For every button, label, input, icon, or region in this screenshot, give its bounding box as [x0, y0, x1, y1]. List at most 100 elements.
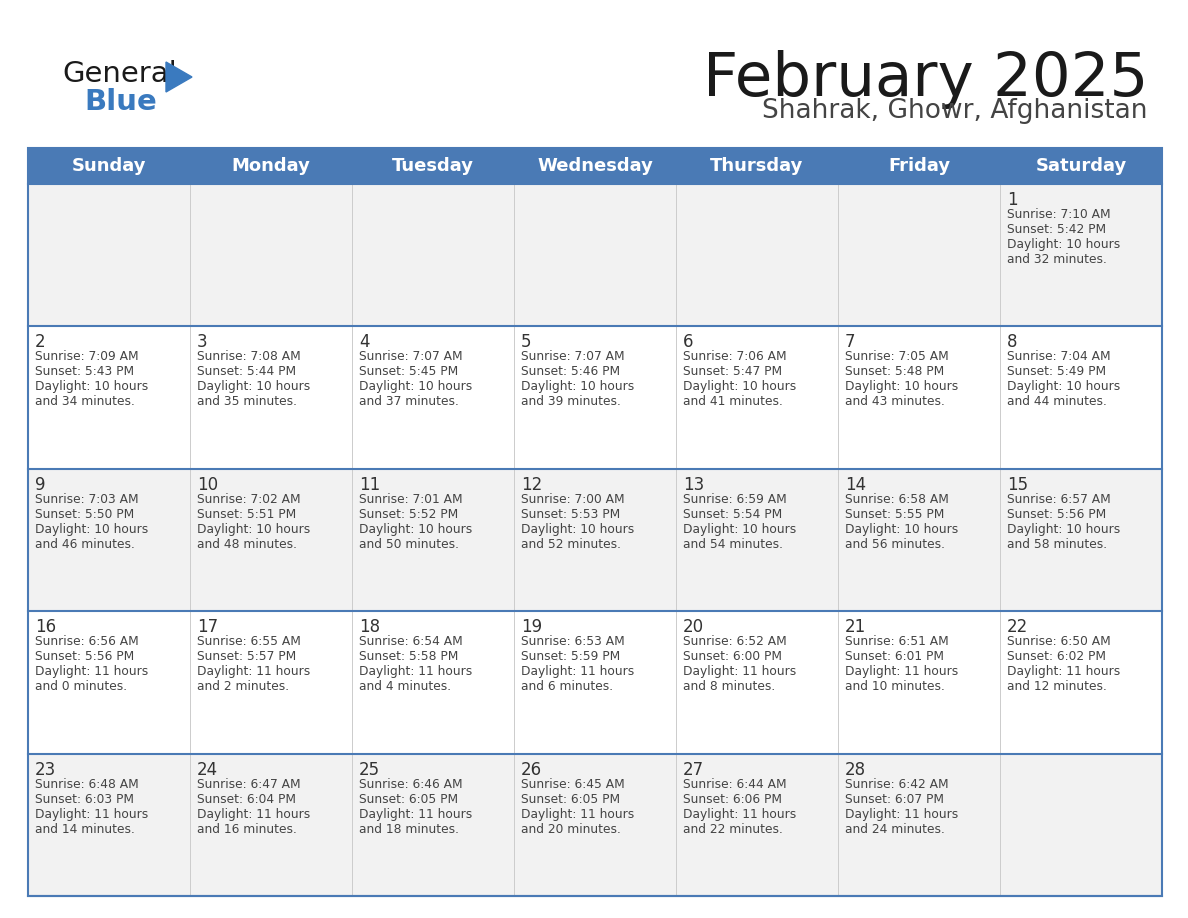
Text: Sunset: 5:55 PM: Sunset: 5:55 PM — [845, 508, 944, 521]
Text: Sunrise: 6:54 AM: Sunrise: 6:54 AM — [359, 635, 463, 648]
Text: Sunrise: 6:50 AM: Sunrise: 6:50 AM — [1007, 635, 1111, 648]
Text: and 24 minutes.: and 24 minutes. — [845, 823, 944, 835]
Text: Sunset: 6:07 PM: Sunset: 6:07 PM — [845, 792, 944, 806]
Text: and 54 minutes.: and 54 minutes. — [683, 538, 783, 551]
Text: Sunset: 5:48 PM: Sunset: 5:48 PM — [845, 365, 944, 378]
Text: Daylight: 10 hours: Daylight: 10 hours — [1007, 522, 1120, 536]
Text: Daylight: 10 hours: Daylight: 10 hours — [522, 522, 634, 536]
Text: and 39 minutes.: and 39 minutes. — [522, 396, 621, 409]
Bar — [29, 148, 1162, 896]
Text: and 32 minutes.: and 32 minutes. — [1007, 253, 1107, 266]
Text: 9: 9 — [34, 476, 45, 494]
Text: and 14 minutes.: and 14 minutes. — [34, 823, 135, 835]
Text: Daylight: 11 hours: Daylight: 11 hours — [683, 666, 796, 678]
Text: Sunrise: 6:48 AM: Sunrise: 6:48 AM — [34, 778, 139, 790]
Text: Sunset: 5:56 PM: Sunset: 5:56 PM — [34, 650, 134, 663]
Text: 1: 1 — [1007, 191, 1018, 209]
Text: Sunrise: 6:52 AM: Sunrise: 6:52 AM — [683, 635, 786, 648]
Text: Daylight: 10 hours: Daylight: 10 hours — [34, 380, 148, 394]
Text: Sunrise: 6:59 AM: Sunrise: 6:59 AM — [683, 493, 786, 506]
Text: Sunrise: 7:07 AM: Sunrise: 7:07 AM — [522, 351, 625, 364]
Text: Wednesday: Wednesday — [537, 157, 653, 175]
Text: and 43 minutes.: and 43 minutes. — [845, 396, 944, 409]
Text: 12: 12 — [522, 476, 542, 494]
Text: Saturday: Saturday — [1036, 157, 1126, 175]
Text: Sunrise: 6:45 AM: Sunrise: 6:45 AM — [522, 778, 625, 790]
Text: Daylight: 11 hours: Daylight: 11 hours — [359, 808, 473, 821]
Text: Sunrise: 7:08 AM: Sunrise: 7:08 AM — [197, 351, 301, 364]
Text: 6: 6 — [683, 333, 694, 352]
Text: Daylight: 11 hours: Daylight: 11 hours — [845, 808, 959, 821]
Text: 13: 13 — [683, 476, 704, 494]
Text: Sunset: 6:06 PM: Sunset: 6:06 PM — [683, 792, 782, 806]
Text: Sunrise: 6:44 AM: Sunrise: 6:44 AM — [683, 778, 786, 790]
Text: 15: 15 — [1007, 476, 1028, 494]
Text: Sunset: 5:45 PM: Sunset: 5:45 PM — [359, 365, 459, 378]
Text: Sunrise: 6:51 AM: Sunrise: 6:51 AM — [845, 635, 949, 648]
Text: and 6 minutes.: and 6 minutes. — [522, 680, 613, 693]
Text: Sunrise: 6:56 AM: Sunrise: 6:56 AM — [34, 635, 139, 648]
Text: Daylight: 11 hours: Daylight: 11 hours — [522, 808, 634, 821]
Text: Daylight: 11 hours: Daylight: 11 hours — [359, 666, 473, 678]
Text: Daylight: 10 hours: Daylight: 10 hours — [683, 522, 796, 536]
Text: Sunrise: 7:02 AM: Sunrise: 7:02 AM — [197, 493, 301, 506]
Text: 2: 2 — [34, 333, 45, 352]
Text: Monday: Monday — [232, 157, 310, 175]
Text: Daylight: 10 hours: Daylight: 10 hours — [845, 380, 959, 394]
Text: 14: 14 — [845, 476, 866, 494]
Text: 5: 5 — [522, 333, 531, 352]
Text: and 41 minutes.: and 41 minutes. — [683, 396, 783, 409]
Text: Sunset: 5:50 PM: Sunset: 5:50 PM — [34, 508, 134, 521]
Text: Sunset: 6:01 PM: Sunset: 6:01 PM — [845, 650, 944, 663]
Text: 4: 4 — [359, 333, 369, 352]
Bar — [29, 327, 1162, 469]
Text: and 12 minutes.: and 12 minutes. — [1007, 680, 1107, 693]
Text: Sunset: 6:05 PM: Sunset: 6:05 PM — [522, 792, 620, 806]
Text: and 8 minutes.: and 8 minutes. — [683, 680, 776, 693]
Text: Sunrise: 6:47 AM: Sunrise: 6:47 AM — [197, 778, 301, 790]
Text: Daylight: 10 hours: Daylight: 10 hours — [522, 380, 634, 394]
Text: Sunrise: 7:06 AM: Sunrise: 7:06 AM — [683, 351, 786, 364]
Text: Daylight: 10 hours: Daylight: 10 hours — [1007, 380, 1120, 394]
Text: 21: 21 — [845, 618, 866, 636]
Text: Sunset: 5:47 PM: Sunset: 5:47 PM — [683, 365, 782, 378]
Bar — [29, 148, 1162, 184]
Text: 27: 27 — [683, 761, 704, 778]
Text: and 4 minutes.: and 4 minutes. — [359, 680, 451, 693]
Text: Daylight: 11 hours: Daylight: 11 hours — [683, 808, 796, 821]
Text: and 2 minutes.: and 2 minutes. — [197, 680, 289, 693]
Text: Sunset: 5:58 PM: Sunset: 5:58 PM — [359, 650, 459, 663]
Text: Daylight: 10 hours: Daylight: 10 hours — [359, 380, 473, 394]
Text: Sunrise: 7:00 AM: Sunrise: 7:00 AM — [522, 493, 625, 506]
Text: 18: 18 — [359, 618, 380, 636]
Text: 22: 22 — [1007, 618, 1029, 636]
Text: Sunset: 5:52 PM: Sunset: 5:52 PM — [359, 508, 459, 521]
Text: 8: 8 — [1007, 333, 1017, 352]
Text: Blue: Blue — [84, 88, 157, 116]
Text: Shahrak, Ghowr, Afghanistan: Shahrak, Ghowr, Afghanistan — [763, 98, 1148, 124]
Text: Sunrise: 6:42 AM: Sunrise: 6:42 AM — [845, 778, 949, 790]
Text: and 16 minutes.: and 16 minutes. — [197, 823, 297, 835]
Text: Tuesday: Tuesday — [392, 157, 474, 175]
Text: and 50 minutes.: and 50 minutes. — [359, 538, 459, 551]
Text: Sunset: 6:04 PM: Sunset: 6:04 PM — [197, 792, 296, 806]
Text: and 52 minutes.: and 52 minutes. — [522, 538, 621, 551]
Text: 20: 20 — [683, 618, 704, 636]
Text: Thursday: Thursday — [710, 157, 804, 175]
Text: Sunset: 5:56 PM: Sunset: 5:56 PM — [1007, 508, 1106, 521]
Text: Sunset: 5:53 PM: Sunset: 5:53 PM — [522, 508, 620, 521]
Text: Sunrise: 6:53 AM: Sunrise: 6:53 AM — [522, 635, 625, 648]
Text: Sunset: 5:44 PM: Sunset: 5:44 PM — [197, 365, 296, 378]
Text: Sunset: 5:49 PM: Sunset: 5:49 PM — [1007, 365, 1106, 378]
Text: 11: 11 — [359, 476, 380, 494]
Text: Sunrise: 6:46 AM: Sunrise: 6:46 AM — [359, 778, 462, 790]
Text: Daylight: 10 hours: Daylight: 10 hours — [845, 522, 959, 536]
Text: Daylight: 11 hours: Daylight: 11 hours — [34, 666, 148, 678]
Text: 24: 24 — [197, 761, 219, 778]
Text: Sunrise: 7:03 AM: Sunrise: 7:03 AM — [34, 493, 139, 506]
Text: and 56 minutes.: and 56 minutes. — [845, 538, 944, 551]
Text: Daylight: 10 hours: Daylight: 10 hours — [34, 522, 148, 536]
Text: Daylight: 11 hours: Daylight: 11 hours — [522, 666, 634, 678]
Text: Sunrise: 7:07 AM: Sunrise: 7:07 AM — [359, 351, 462, 364]
Text: and 18 minutes.: and 18 minutes. — [359, 823, 459, 835]
